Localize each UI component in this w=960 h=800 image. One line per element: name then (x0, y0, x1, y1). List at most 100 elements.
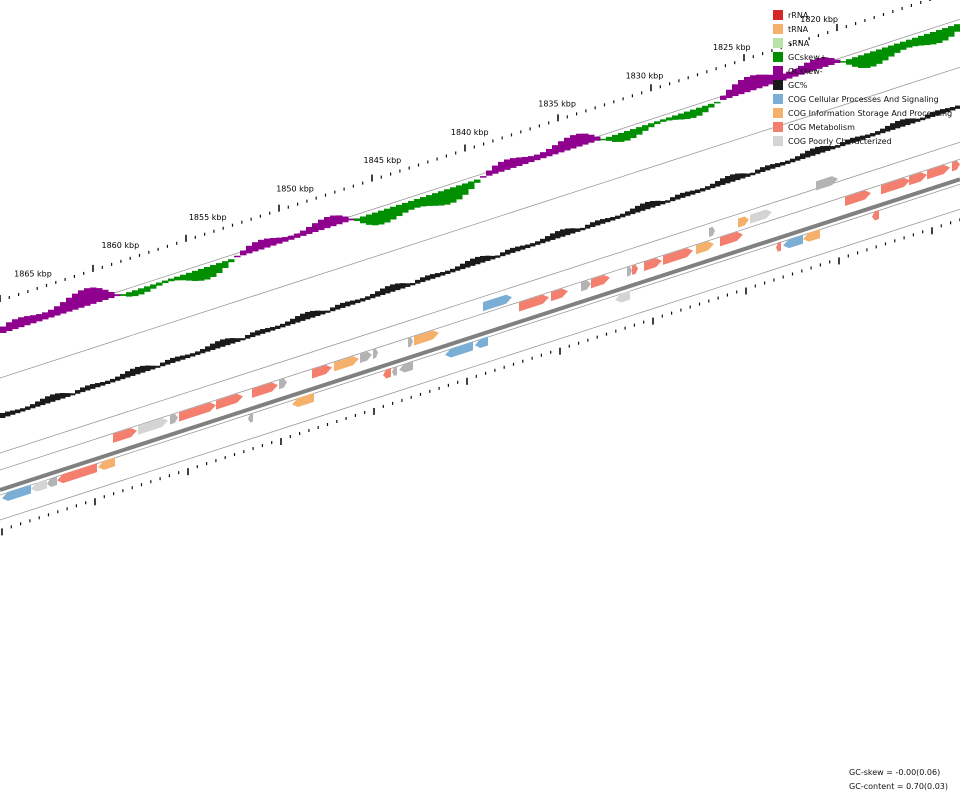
gc-skew-plus-bar (54, 306, 61, 316)
gc-content-track (0, 105, 960, 418)
gc-skew-plus-bar (234, 255, 241, 258)
gc-skew-track (0, 24, 960, 333)
gene-reverse (2, 484, 31, 501)
legend-label: COG Cellular Processes And Signaling (788, 94, 939, 104)
gc-content-bar (525, 244, 531, 249)
gc-skew-minus-bar (120, 294, 127, 296)
gene-reverse (615, 290, 630, 303)
gc-content-bar (275, 325, 281, 329)
gc-content-bar (465, 260, 471, 268)
legend-item: GCskew+ (773, 50, 952, 64)
gc-content-bar (795, 156, 801, 161)
legend-swatch (773, 24, 783, 34)
gc-content-bar (945, 108, 951, 113)
gc-skew-plus-bar (774, 74, 781, 83)
gene-forward (113, 428, 137, 443)
gc-content-bar (205, 346, 211, 352)
gc-content-bar (550, 233, 556, 240)
gene-reverse (783, 234, 803, 249)
gc-content-bar (785, 160, 791, 164)
gc-skew-plus-bar (102, 289, 109, 300)
gc-skew-plus-bar (558, 141, 565, 153)
gene-reverse (776, 241, 781, 252)
guide-line (0, 141, 960, 454)
legend-item: COG Information Storage And Processing (773, 106, 952, 120)
legend-label: rRNA (788, 10, 809, 20)
gene-forward (551, 288, 568, 302)
gc-skew-minus-bar (876, 49, 883, 64)
gc-content-bar (725, 176, 731, 184)
gc-skew-plus-bar (564, 137, 571, 151)
gc-content-bar (880, 128, 886, 134)
gc-content-bar (570, 228, 576, 234)
kbp-label: 1865 kbp (14, 269, 52, 278)
gc-skew-plus-bar (336, 215, 343, 225)
gene-forward (138, 418, 168, 435)
legend-swatch (773, 122, 783, 132)
gc-content-bar (145, 365, 151, 372)
kbp-label: 1860 kbp (101, 241, 139, 250)
gc-skew-plus-bar (0, 326, 7, 333)
legend-swatch (773, 10, 783, 20)
gc-skew-minus-bar (444, 189, 451, 205)
gc-skew-plus-bar (570, 135, 577, 149)
gc-skew-plus-bar (258, 239, 265, 250)
legend-label: COG Information Storage And Processing (788, 108, 953, 118)
gc-skew-minus-bar (462, 183, 469, 195)
gc-skew-plus-bar (282, 237, 289, 242)
gc-skew-plus-bar (78, 290, 85, 308)
gc-content-bar (875, 131, 881, 135)
gc-skew-plus-bar (318, 219, 325, 231)
gc-content-bar (5, 411, 11, 417)
gc-skew-plus-bar (306, 226, 313, 234)
gc-content-bar (870, 133, 876, 137)
gc-content-bar (60, 392, 66, 399)
gene-reverse (475, 336, 488, 349)
gc-skew-plus-bar (510, 158, 517, 168)
gc-content-bar (15, 409, 21, 414)
gc-skew-minus-bar (126, 292, 133, 297)
gc-skew-minus-bar (660, 119, 667, 122)
gc-skew-minus-bar (906, 39, 913, 48)
gc-content-bar (330, 307, 336, 312)
gc-skew-minus-bar (600, 138, 607, 141)
gc-skew-plus-bar (48, 309, 55, 318)
kbp-label: 1830 kbp (626, 71, 664, 80)
gc-skew-minus-bar (606, 136, 613, 141)
gc-content-bar (770, 164, 776, 169)
gc-content-bar (885, 125, 891, 132)
gc-content-bar (470, 258, 476, 266)
gc-skew-minus-bar (150, 284, 157, 289)
gc-content-bar (350, 300, 356, 305)
gc-skew-plus-bar (552, 145, 559, 155)
gc-skew-minus-bar (864, 53, 871, 68)
gc-content-bar (435, 273, 441, 278)
gc-skew-minus-bar (156, 282, 163, 286)
gc-content-bar (210, 343, 216, 351)
gc-skew-plus-bar (528, 156, 535, 163)
gc-skew-plus-bar (804, 62, 811, 73)
gc-content-bar (645, 201, 651, 210)
gc-content-bar (565, 228, 571, 236)
gc-content-bar (115, 376, 121, 381)
gene-reverse (292, 392, 314, 408)
gc-content-bar (745, 173, 751, 177)
gc-content-bar (630, 208, 636, 215)
gc-content-bar (755, 169, 761, 174)
legend-swatch (773, 108, 783, 118)
gc-skew-minus-bar (132, 290, 139, 297)
gene-forward (179, 402, 216, 422)
gc-skew-minus-bar (228, 259, 235, 263)
gc-content-bar (635, 205, 641, 213)
gc-skew-minus-bar (642, 125, 649, 131)
gc-skew-minus-bar (216, 263, 223, 274)
gc-content-bar (825, 145, 831, 151)
gc-skew-plus-bar (738, 79, 745, 95)
gc-content-bar (625, 211, 631, 216)
gc-skew-minus-bar (846, 59, 853, 65)
gc-content-bar (0, 412, 6, 418)
gene-forward (909, 172, 927, 186)
gc-content-bar (510, 247, 516, 253)
gene-forward (581, 280, 591, 292)
